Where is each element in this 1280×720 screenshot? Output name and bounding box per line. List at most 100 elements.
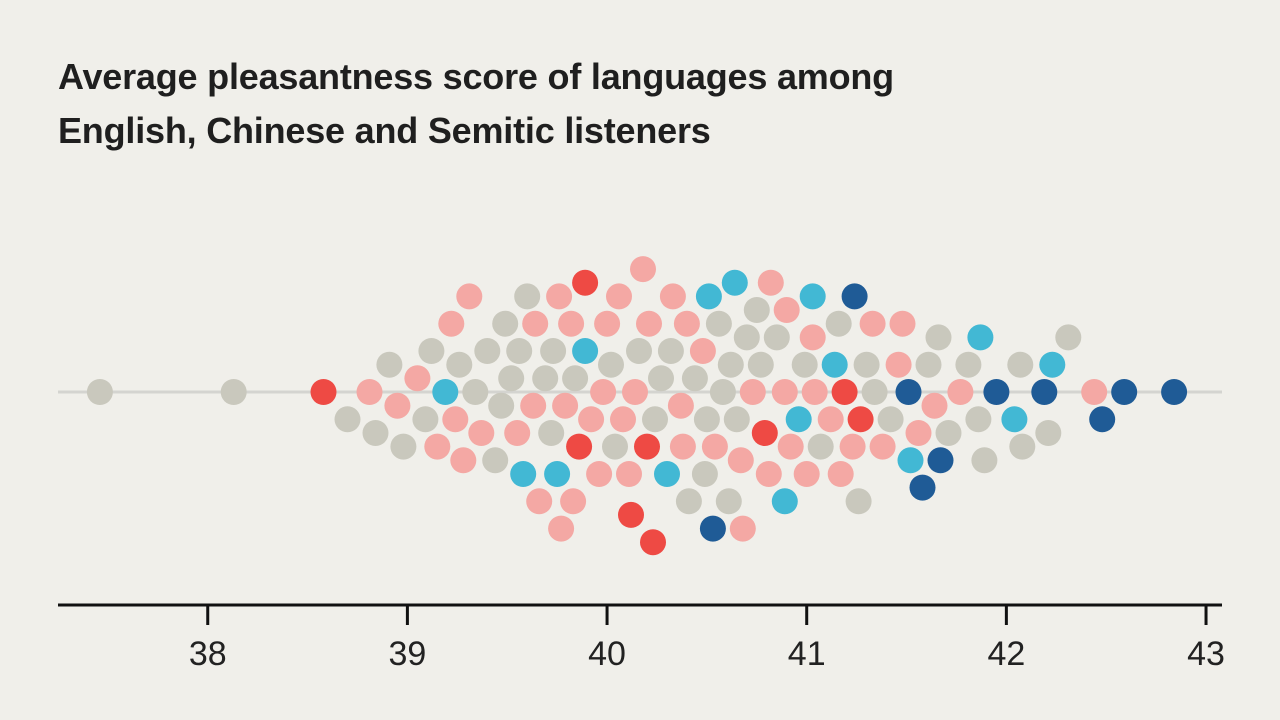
data-point <box>675 488 702 515</box>
data-point <box>616 461 642 487</box>
data-point <box>925 324 952 351</box>
data-point <box>450 447 477 474</box>
data-point <box>909 474 936 501</box>
data-point <box>390 433 417 460</box>
data-point <box>510 461 537 487</box>
data-point <box>468 420 495 446</box>
data-point <box>747 351 774 378</box>
data-point <box>667 392 694 419</box>
data-point <box>622 379 648 405</box>
data-point <box>743 297 770 323</box>
data-point <box>723 406 750 433</box>
data-point <box>885 351 912 378</box>
data-point <box>895 379 922 405</box>
data-point <box>474 338 501 364</box>
data-point <box>572 269 599 296</box>
data-point <box>514 283 541 310</box>
data-point <box>488 392 515 419</box>
data-point <box>821 351 848 378</box>
data-point <box>384 392 411 419</box>
data-point <box>610 406 636 433</box>
data-point <box>526 488 553 515</box>
data-point <box>1161 379 1188 405</box>
data-point <box>681 365 708 392</box>
data-point <box>971 447 998 474</box>
data-point <box>669 433 696 460</box>
data-point <box>701 433 728 460</box>
data-point <box>630 256 656 283</box>
data-point <box>785 406 812 433</box>
data-point <box>983 379 1010 405</box>
data-point <box>791 351 818 378</box>
data-point <box>721 269 748 296</box>
data-point <box>751 420 778 446</box>
data-point <box>626 338 652 364</box>
data-point <box>544 461 571 487</box>
data-point <box>827 461 854 487</box>
data-point <box>504 420 531 446</box>
data-point <box>220 379 247 405</box>
data-point <box>715 488 742 515</box>
data-point <box>1035 420 1062 446</box>
data-point <box>456 283 483 310</box>
data-point <box>659 283 686 310</box>
data-point <box>598 351 624 378</box>
x-tick-label: 42 <box>987 635 1025 673</box>
data-point <box>967 324 994 351</box>
data-point <box>482 447 509 474</box>
data-point <box>334 406 361 433</box>
data-point <box>566 433 593 460</box>
data-point <box>602 433 628 460</box>
data-point <box>733 324 760 351</box>
data-point <box>695 283 722 310</box>
data-point <box>546 283 573 310</box>
data-point <box>739 379 766 405</box>
data-point <box>412 406 439 433</box>
data-point <box>729 515 756 542</box>
data-point <box>777 433 804 460</box>
data-point <box>522 310 549 337</box>
data-point <box>594 310 621 337</box>
data-point <box>699 515 726 542</box>
data-point <box>618 501 644 528</box>
data-point <box>947 379 974 405</box>
data-point <box>1081 379 1108 405</box>
data-point <box>552 392 579 419</box>
data-point <box>869 433 896 460</box>
data-point <box>572 338 599 364</box>
data-point <box>915 351 942 378</box>
data-point <box>657 338 684 364</box>
x-tick-label: 39 <box>388 635 426 673</box>
x-tick-label: 41 <box>788 635 826 673</box>
data-point <box>773 297 800 323</box>
data-point <box>418 338 445 364</box>
data-point <box>691 461 718 487</box>
data-point <box>1055 324 1082 351</box>
data-point <box>1001 406 1028 433</box>
data-point <box>538 420 565 446</box>
data-point <box>689 338 716 364</box>
data-point <box>839 433 866 460</box>
data-point <box>831 379 858 405</box>
data-point <box>841 283 868 310</box>
data-point <box>799 324 826 351</box>
data-point <box>897 447 924 474</box>
data-point <box>648 365 674 392</box>
x-axis-ticks: 38 39 40 41 42 43 <box>189 605 1225 673</box>
data-point <box>861 379 888 405</box>
data-point <box>356 379 383 405</box>
data-point <box>586 461 613 487</box>
data-point <box>771 379 798 405</box>
data-point <box>763 324 790 351</box>
data-point <box>1031 379 1058 405</box>
data-point <box>1111 379 1138 405</box>
data-point <box>709 379 736 405</box>
data-point <box>438 310 465 337</box>
data-point <box>905 420 932 446</box>
data-point <box>442 406 469 433</box>
data-point <box>1089 406 1116 433</box>
data-point <box>446 351 473 378</box>
data-point <box>310 379 337 405</box>
data-point <box>548 515 575 542</box>
data-point <box>532 365 559 392</box>
